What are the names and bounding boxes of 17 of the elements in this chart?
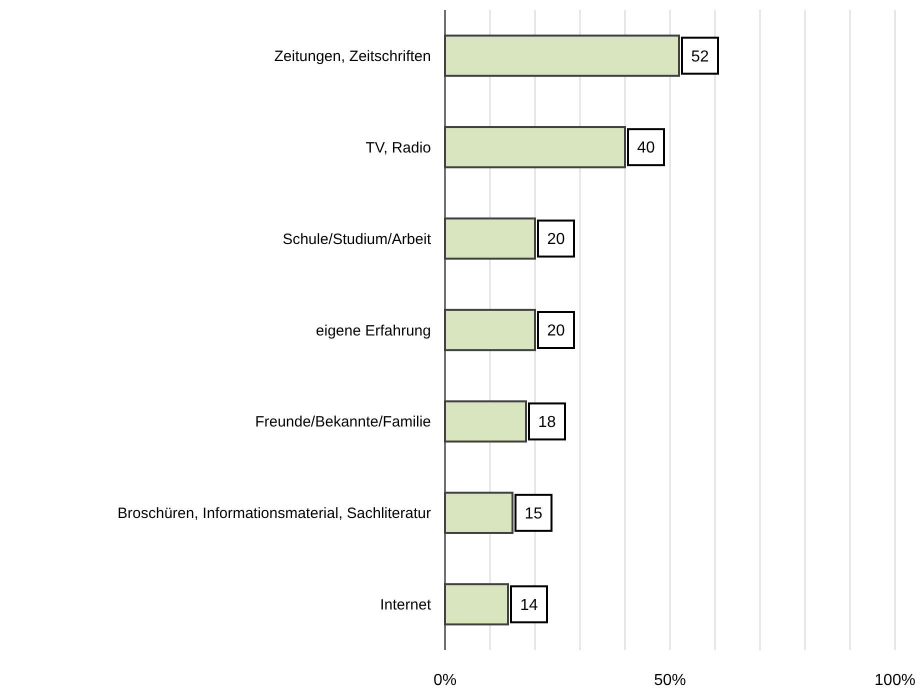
y-tick-label: Schule/Studium/Arbeit [282, 230, 432, 248]
y-tick-label: Internet [380, 596, 432, 614]
data-label: 18 [538, 414, 556, 432]
y-tick-label: Freunde/Bekannte/Familie [255, 414, 431, 431]
x-tick-label: 100% [874, 672, 916, 689]
data-label: 14 [520, 596, 538, 614]
y-tick-label: TV, Radio [366, 139, 431, 156]
y-tick-label: Broschüren, Informationsmaterial, Sachliteratur [118, 505, 431, 522]
data-label: 20 [547, 322, 565, 340]
y-tick-label: eigene Erfahrung [316, 322, 431, 340]
x-tick-label: 0% [433, 672, 457, 689]
data-label: 15 [524, 505, 542, 522]
data-label: 52 [691, 48, 709, 66]
data-label: 20 [547, 231, 565, 248]
data-label: 40 [637, 140, 655, 157]
x-tick-label: 50% [654, 672, 686, 689]
y-tick-label: Zeitungen, Zeitschriften [274, 48, 431, 65]
